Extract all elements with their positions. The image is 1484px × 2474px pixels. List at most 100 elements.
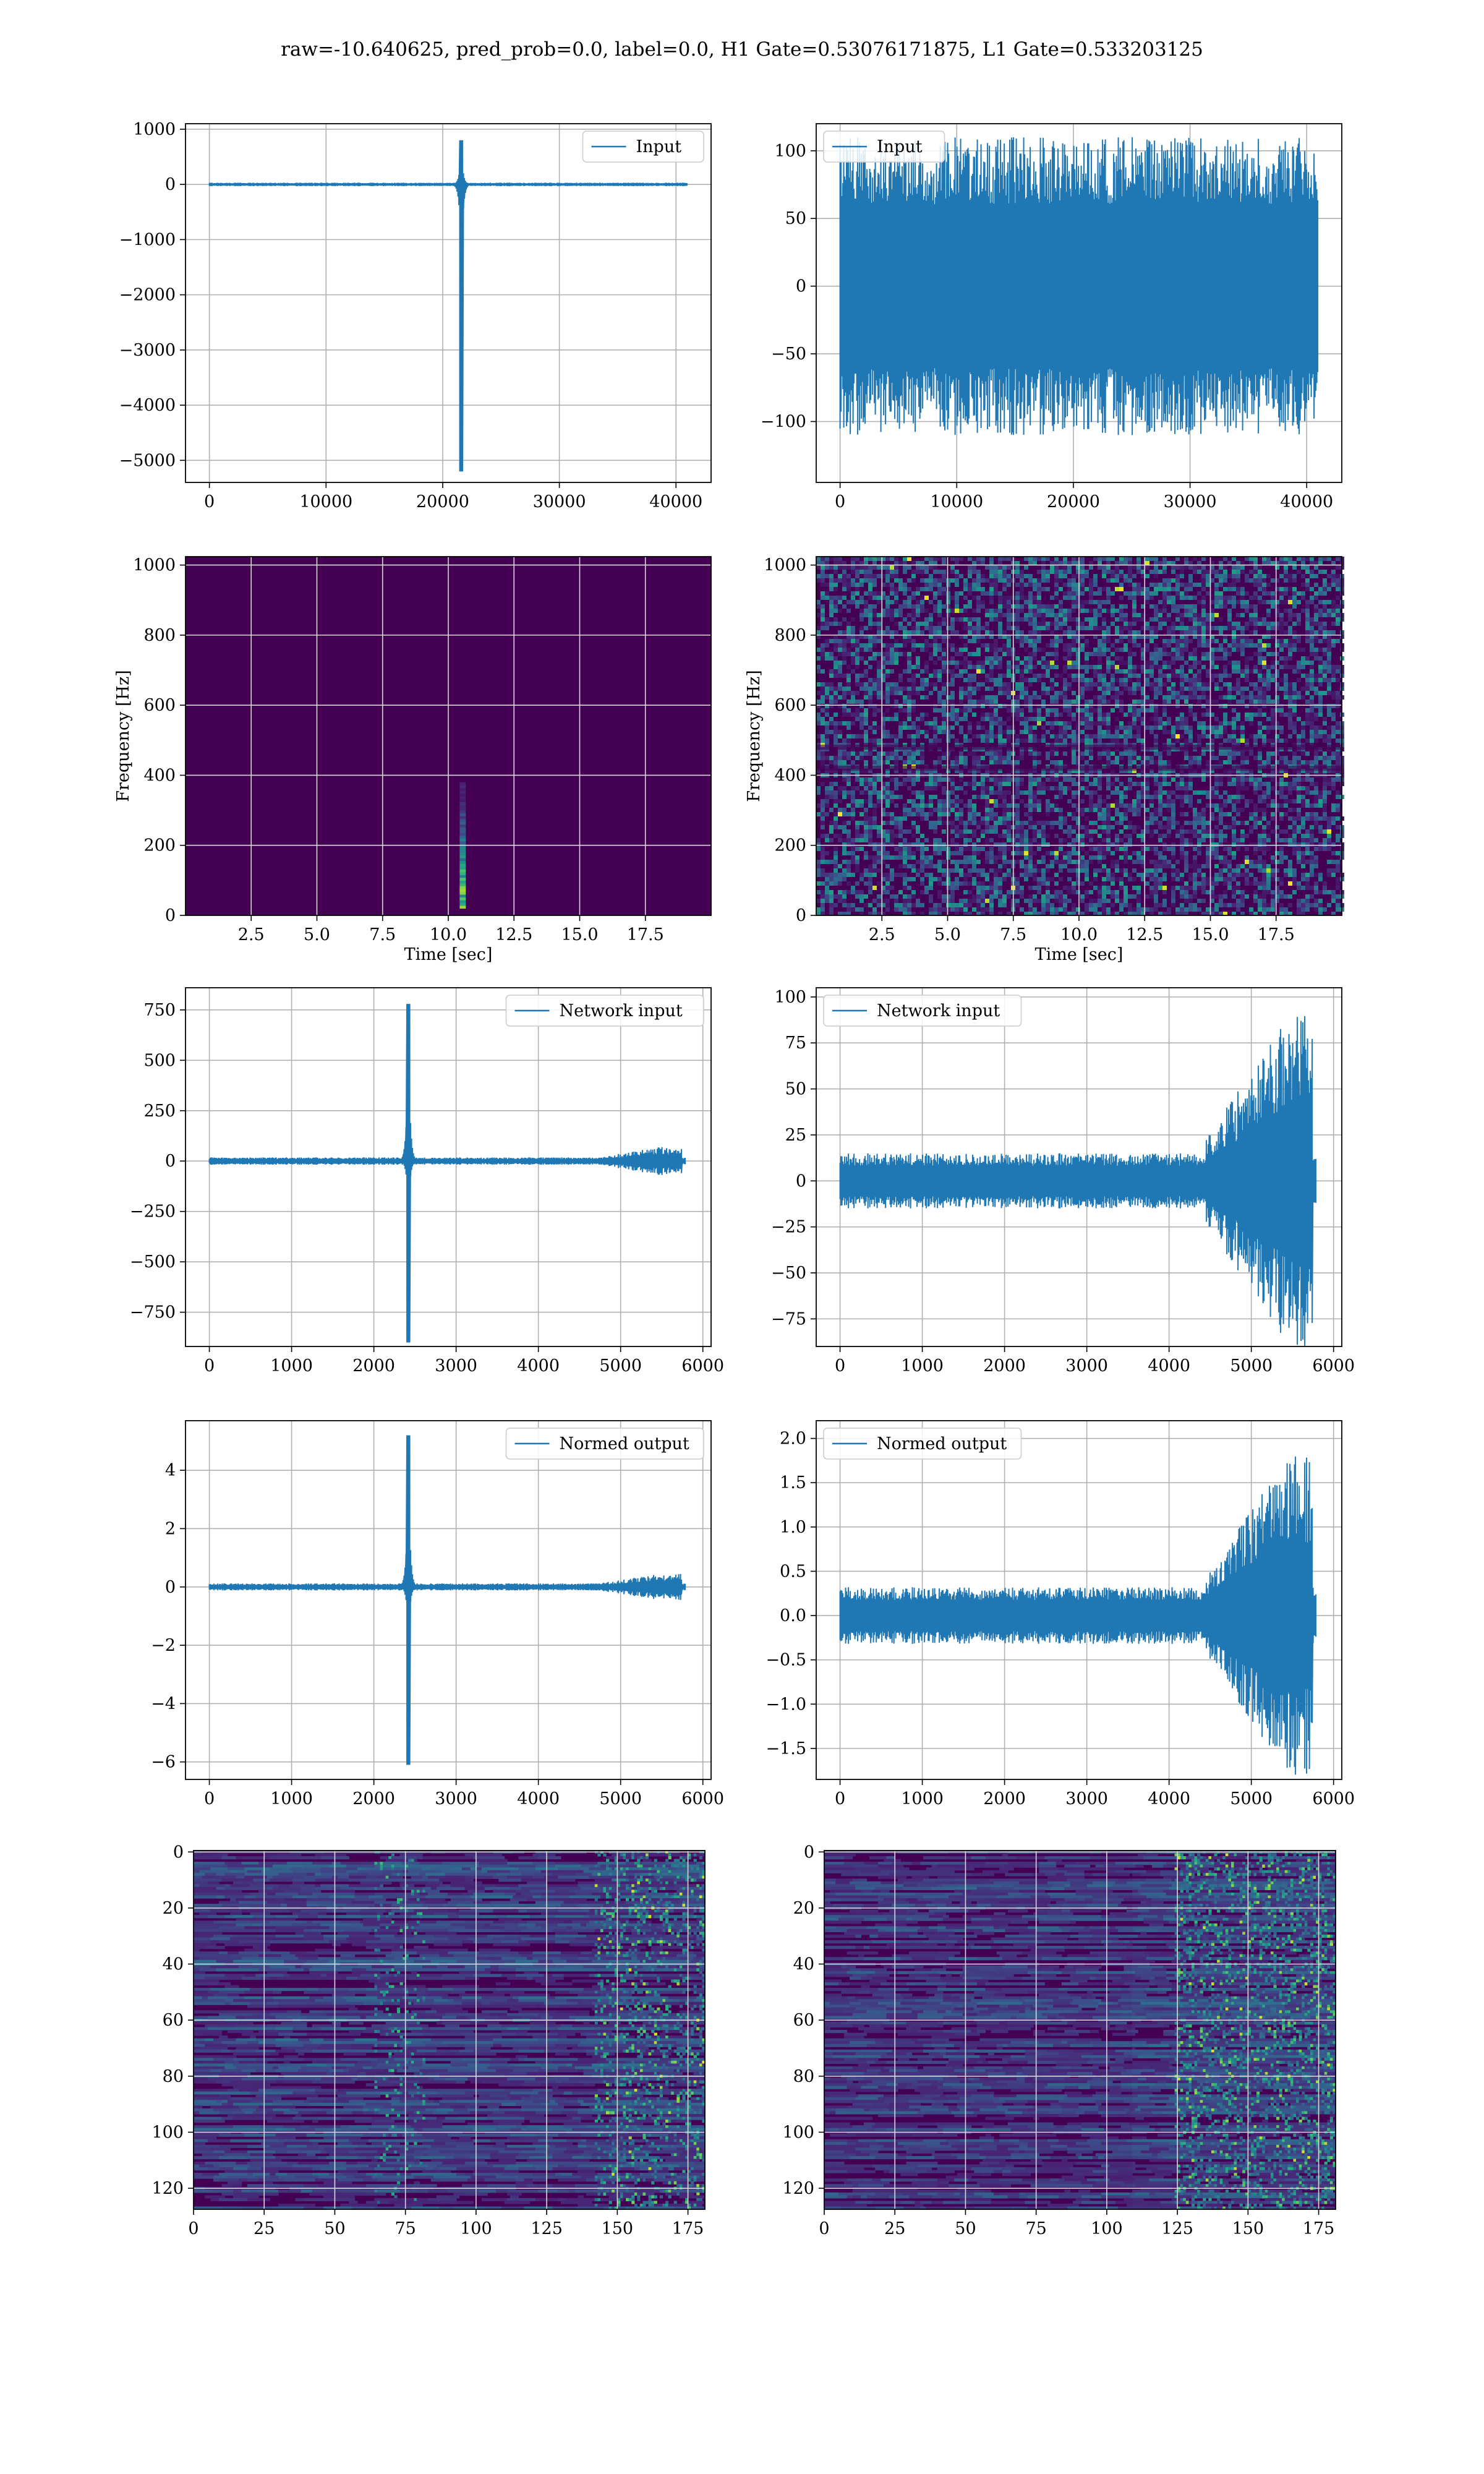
spectrogram-cell bbox=[1098, 799, 1102, 803]
spectrogram-cell bbox=[1253, 626, 1258, 630]
spectrogram-cell bbox=[1072, 734, 1076, 738]
spectrogram-cell bbox=[1115, 574, 1119, 578]
spectrogram-cell bbox=[1054, 760, 1059, 764]
spectrogram-cell bbox=[1327, 682, 1331, 687]
spectrogram-cell bbox=[1305, 777, 1310, 782]
spectrogram-cell bbox=[829, 760, 834, 764]
spectrogram-cell bbox=[1336, 622, 1340, 626]
spectrogram-cell bbox=[1076, 795, 1080, 799]
spectrogram-cell bbox=[1024, 790, 1028, 795]
spectrogram-cell bbox=[829, 790, 834, 795]
spectrogram-cell bbox=[1245, 639, 1249, 643]
spectrogram-cell bbox=[1063, 622, 1067, 626]
spectrogram-cell bbox=[1162, 721, 1167, 726]
spectrogram-cell bbox=[1175, 648, 1180, 652]
spectrogram-cell bbox=[1028, 639, 1033, 643]
spectrogram-cell bbox=[994, 648, 998, 652]
spectrogram-cell bbox=[877, 760, 881, 764]
spectrogram-cell bbox=[868, 790, 872, 795]
spectrogram-cell bbox=[985, 656, 989, 661]
spectrogram-cell bbox=[877, 738, 881, 743]
spectrogram-cell bbox=[920, 609, 924, 613]
spectrogram-cell bbox=[1033, 674, 1037, 678]
spectrogram-cell bbox=[1305, 803, 1310, 808]
spectrogram-cell bbox=[864, 695, 868, 700]
spectrogram-cell bbox=[1162, 782, 1167, 786]
spectrogram-cell bbox=[937, 648, 942, 652]
spectrogram-cell bbox=[1305, 760, 1310, 764]
y-tick-label: 50 bbox=[785, 209, 806, 228]
spectrogram-cell bbox=[1154, 721, 1158, 726]
spectrogram-cell bbox=[868, 678, 872, 682]
spectrogram-cell bbox=[981, 756, 985, 760]
spectrogram-cell bbox=[894, 643, 898, 648]
spectrogram-cell bbox=[1007, 674, 1011, 678]
spectrogram-cell bbox=[1227, 777, 1232, 782]
spectrogram-cell bbox=[1193, 661, 1197, 665]
spectrogram-cell bbox=[972, 803, 976, 808]
spectrogram-cell bbox=[942, 812, 946, 816]
spectrogram-cell bbox=[1288, 682, 1292, 687]
spectrogram-cell bbox=[1154, 738, 1158, 743]
spectrogram-cell bbox=[920, 713, 924, 717]
spectrogram-cell bbox=[946, 790, 950, 795]
spectrogram-cell bbox=[1063, 777, 1067, 782]
spectrogram-cell bbox=[1124, 808, 1128, 812]
spectrogram-cell bbox=[1175, 596, 1180, 600]
spectrogram-cell bbox=[976, 721, 981, 726]
spectrogram-cell bbox=[1279, 639, 1284, 643]
spectrogram-cell bbox=[1271, 738, 1275, 743]
spectrogram-cell bbox=[1193, 557, 1197, 561]
spectrogram-cell bbox=[1154, 591, 1158, 596]
spectrogram-cell bbox=[1301, 795, 1305, 799]
spectrogram-cell bbox=[903, 695, 907, 700]
spectrogram-cell bbox=[1188, 777, 1193, 782]
spectrogram-cell bbox=[924, 643, 929, 648]
spectrogram-cell bbox=[834, 570, 838, 574]
spectrogram-cell bbox=[855, 565, 859, 570]
spectrogram-cell bbox=[1115, 717, 1119, 721]
spectrogram-cell bbox=[855, 574, 859, 578]
spectrogram-cell bbox=[1033, 691, 1037, 695]
spectrogram-cell bbox=[989, 808, 994, 812]
spectrogram-cell bbox=[864, 648, 868, 652]
spectrogram-cell bbox=[1253, 596, 1258, 600]
spectrogram-cell bbox=[1089, 578, 1093, 583]
spectrogram-cell bbox=[890, 717, 894, 721]
spectrogram-cell bbox=[981, 795, 985, 799]
spectrogram-cell bbox=[872, 622, 877, 626]
spectrogram-cell bbox=[1223, 695, 1227, 700]
spectrogram-cell bbox=[1154, 713, 1158, 717]
spectrogram-cell bbox=[894, 587, 898, 591]
spectrogram-cell bbox=[911, 704, 916, 708]
spectrogram-cell bbox=[1279, 713, 1284, 717]
spectrogram-cell bbox=[1288, 626, 1292, 630]
spectrogram-cell bbox=[1050, 708, 1054, 713]
spectrogram-cell bbox=[825, 695, 829, 700]
spectrogram-cell bbox=[1188, 617, 1193, 622]
spectrogram-cell bbox=[1033, 799, 1037, 803]
spectrogram-cell bbox=[1180, 648, 1184, 652]
spectrogram-cell bbox=[968, 604, 972, 609]
spectrogram-cell bbox=[1223, 669, 1227, 674]
spectrogram-cell bbox=[1041, 656, 1046, 661]
spectrogram-cell bbox=[1072, 691, 1076, 695]
spectrogram-cell bbox=[1132, 583, 1136, 587]
spectrogram-cell bbox=[1033, 738, 1037, 743]
spectrogram-cell bbox=[1158, 721, 1162, 726]
spectrogram-cell bbox=[976, 609, 981, 613]
spectrogram-cell bbox=[816, 713, 821, 717]
spectrogram-cell bbox=[868, 777, 872, 782]
spectrogram-cell bbox=[1041, 782, 1046, 786]
spectrogram-cell bbox=[1227, 600, 1232, 604]
spectrogram-cell bbox=[1102, 652, 1106, 656]
spectrogram-cell bbox=[1041, 626, 1046, 630]
spectrogram-cell bbox=[1171, 790, 1175, 795]
spectrogram-cell bbox=[1145, 682, 1149, 687]
spectrogram-cell bbox=[851, 656, 855, 661]
spectrogram-cell bbox=[1310, 587, 1314, 591]
spectrogram-cell bbox=[1015, 734, 1020, 738]
spectrogram-cell bbox=[1145, 557, 1149, 561]
spectrogram-cell bbox=[916, 795, 920, 799]
spectrogram-cell bbox=[1288, 643, 1292, 648]
